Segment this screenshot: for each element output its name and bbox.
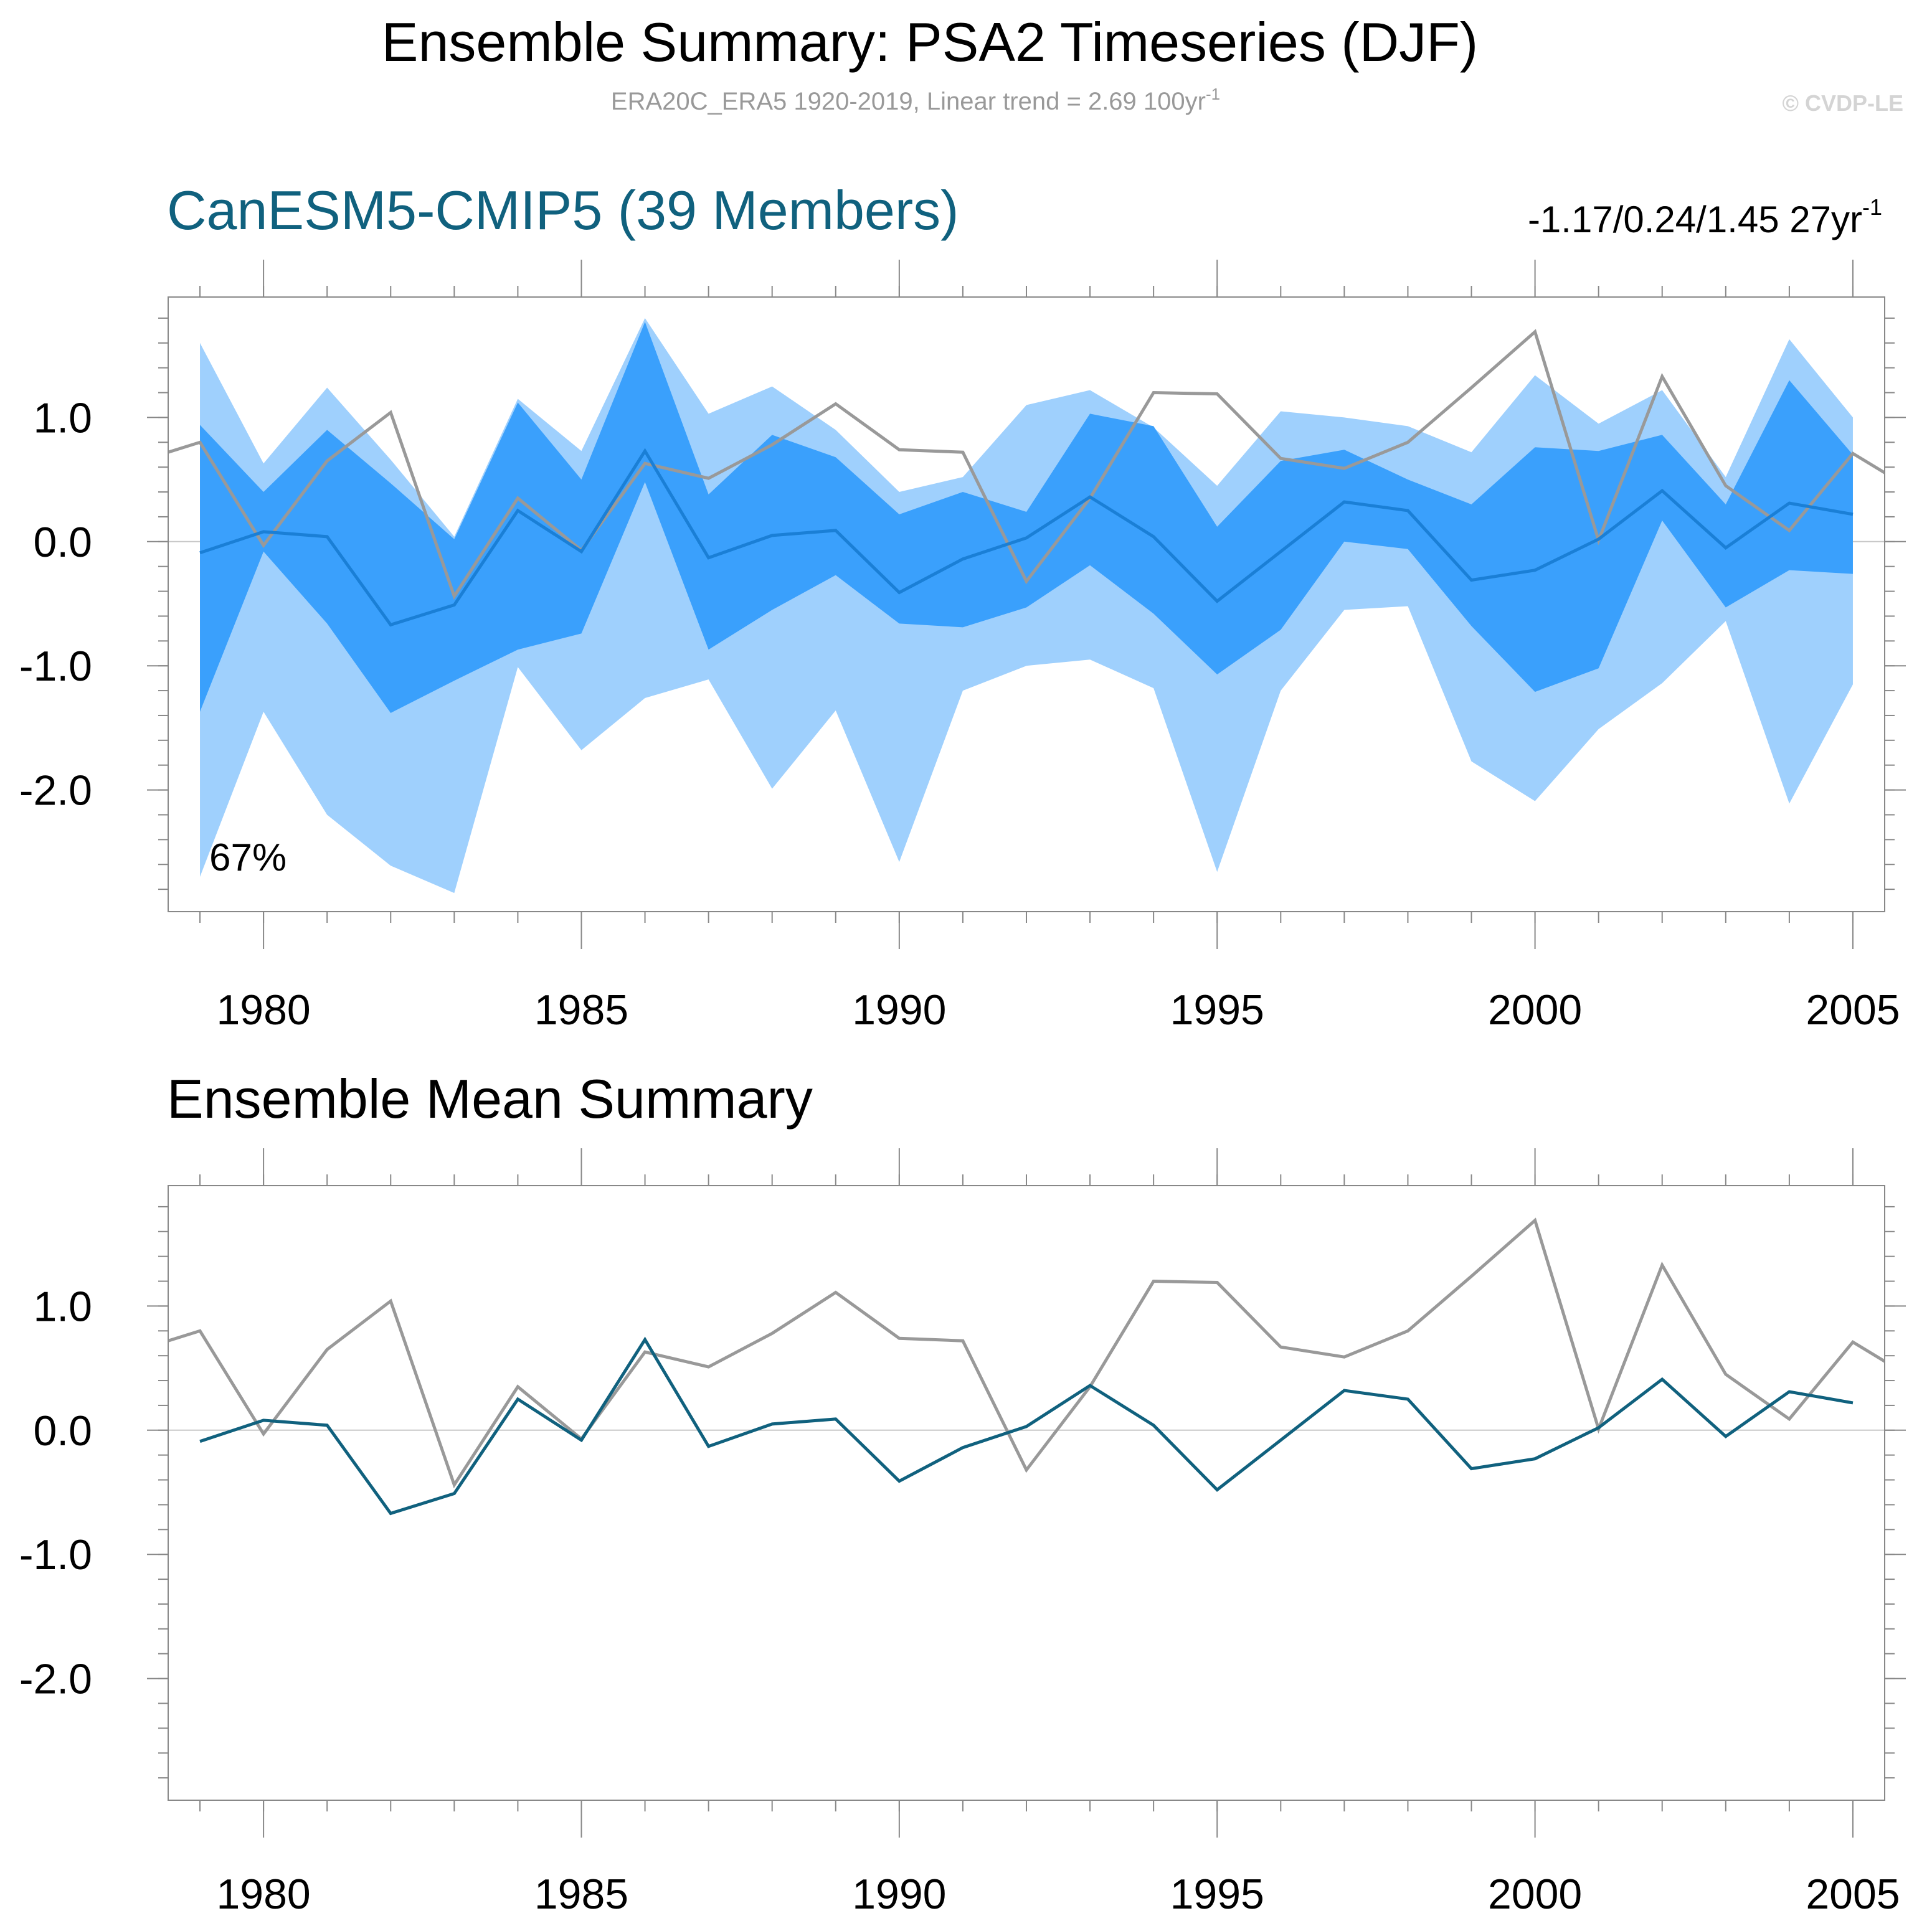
x-tick-label: 2000 — [1488, 986, 1582, 1034]
panel2-plot — [168, 1185, 1885, 1801]
y-tick-label: -2.0 — [19, 767, 92, 814]
x-tick-label: 1980 — [216, 986, 310, 1034]
panel1-inner-band — [200, 321, 1853, 713]
panel2-background — [168, 1186, 1885, 1800]
x-tick-label: 2005 — [1806, 986, 1900, 1034]
panel2-axes: 1.0 0.0 -1.0 -2.0 1980 1985 1990 1995 2000 2005 — [19, 1148, 1906, 1918]
y-tick-label: 1.0 — [33, 394, 92, 441]
panel2-ensemble-mean-line — [199, 1336, 1854, 1516]
x-tick-label: 1990 — [852, 1871, 946, 1918]
x-tick-label: 1995 — [1170, 986, 1264, 1034]
y-tick-label: -1.0 — [19, 643, 92, 690]
panel2-observed-line — [168, 1217, 1885, 1489]
panel1-axes: 1.0 0.0 -1.0 -2.0 1980 1985 1990 1995 2000 2005 — [19, 260, 1906, 1034]
panel1-observed-line — [168, 329, 1885, 600]
figure-title: Ensemble Summary: PSA2 Timeseries (DJF) — [382, 11, 1478, 73]
y-tick-label: -1.0 — [19, 1531, 92, 1579]
y-tick-label: 1.0 — [33, 1283, 92, 1330]
panel1-stat-text: -1.17/0.24/1.45 27yr — [1528, 199, 1862, 240]
x-tick-label: 1985 — [534, 986, 628, 1034]
copyright-label: © CVDP-LE — [1782, 90, 1903, 116]
panel1-stat-sup: -1 — [1862, 194, 1882, 220]
x-tick-label: 1980 — [216, 1871, 310, 1918]
figure-subtitle-sup: -1 — [1206, 85, 1220, 103]
x-tick-label: 1990 — [852, 986, 946, 1034]
panel1-plot: 67% — [168, 296, 1885, 912]
x-tick-label: 2005 — [1806, 1871, 1900, 1918]
x-tick-label: 1995 — [1170, 1871, 1264, 1918]
y-tick-label: 0.0 — [33, 519, 92, 566]
y-tick-label: -2.0 — [19, 1656, 92, 1703]
panel1-stat: -1.17/0.24/1.45 27yr-1 — [1528, 194, 1882, 240]
figure-subtitle: ERA20C_ERA5 1920-2019, Linear trend = 2.… — [611, 85, 1220, 115]
panel1-ensemble-mean-line — [199, 448, 1854, 627]
x-tick-label: 1985 — [534, 1871, 628, 1918]
panel2-title: Ensemble Mean Summary — [167, 1068, 813, 1130]
y-tick-label: 0.0 — [33, 1407, 92, 1455]
figure-subtitle-text: ERA20C_ERA5 1920-2019, Linear trend = 2.… — [611, 88, 1206, 115]
panel1-title: CanESM5-CMIP5 (39 Members) — [167, 179, 959, 241]
x-tick-label: 2000 — [1488, 1871, 1582, 1918]
panel1-percent-label: 67% — [209, 836, 286, 879]
